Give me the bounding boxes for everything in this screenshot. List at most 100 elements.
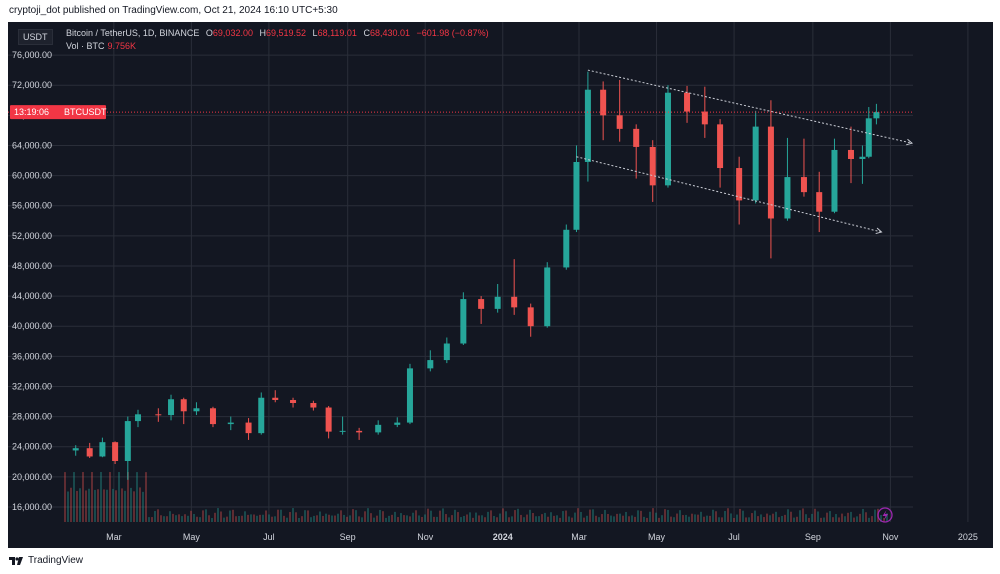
volume-bar [661,515,663,522]
volume-bar [868,517,870,522]
volume-bar [589,509,591,522]
volume-bar [649,511,651,522]
candle-body [873,112,880,119]
volume-bar [514,510,516,522]
volume-bars [64,472,888,522]
chart-panel[interactable]: 76,000.0072,000.0068,000.0064,000.0060,0… [8,22,993,548]
volume-bar [568,516,570,522]
candle-body [800,177,807,193]
volume-bar [175,515,177,522]
volume-bar [694,514,696,522]
volume-bar [196,516,198,522]
candle-body [664,92,671,186]
volume-bar [73,472,75,522]
volume-bar [829,511,831,522]
trend-arrow-head [875,227,883,235]
x-tick-label: Jul [263,532,275,542]
volume-bar [217,508,219,522]
y-tick-label: 32,000.00 [12,381,52,391]
x-tick-label: May [648,532,666,542]
volume-bar [850,511,852,522]
volume-bar [709,515,711,522]
volume-bar [598,517,600,522]
volume-bar [157,509,159,522]
x-tick-label: 2024 [493,532,513,542]
volume-bar [610,515,612,522]
trend-line [576,156,882,233]
volume-bar [754,510,756,522]
x-tick-label: Sep [340,532,356,542]
candle-body [600,89,607,116]
x-tick-label: Mar [106,532,122,542]
volume-bar [358,516,360,522]
volume-bar [265,510,267,522]
y-tick-label: 36,000.00 [12,351,52,361]
volume-bar [379,509,381,522]
volume-bar [721,517,723,522]
high-label: H [259,28,266,38]
volume-bar [571,517,573,522]
candle-body [478,299,485,309]
volume-bar [397,517,399,522]
volume-bar [502,508,504,522]
volume-bar [127,472,129,522]
volume-bar [511,516,513,522]
volume-bar [322,515,324,522]
volume-bar [355,510,357,522]
volume-bar [337,513,339,522]
volume-bar [163,516,165,522]
price-chart[interactable]: 76,000.0072,000.0068,000.0064,000.0060,0… [8,22,993,548]
candle-body [112,442,119,461]
volume-bar [142,491,144,522]
currency-button[interactable]: USDT [18,29,53,45]
volume-bar [832,517,834,522]
volume-bar [838,517,840,522]
volume-bar [634,516,636,522]
x-tick-label: May [183,532,201,542]
volume-bar [310,517,312,522]
close-label: C [363,28,370,38]
volume-bar [76,490,78,522]
volume-bar [238,515,240,522]
volume-bar [460,517,462,522]
volume-bar [169,511,171,522]
volume-bar [541,514,543,522]
candle-body [443,343,450,361]
candle-body [527,307,534,327]
candle-body [227,422,234,425]
volume-bar [103,489,105,522]
candle-body [717,124,724,169]
volume-bar [565,510,567,522]
volume-bar [388,515,390,522]
candle-body [245,422,252,434]
volume-bar [448,517,450,522]
volume-bar [583,517,585,522]
volume-bar [436,516,438,522]
volume-bar [70,487,72,522]
volume-bar [550,512,552,522]
volume-bar [94,489,96,522]
volume-bar [376,515,378,522]
volume-bar [595,515,597,522]
volume-bar [607,514,609,522]
volume-bar [304,510,306,522]
volume-bar [202,510,204,522]
lightning-icon[interactable] [877,507,893,523]
volume-bar [841,513,843,522]
candle-body [784,177,791,219]
volume-bar [676,513,678,522]
volume-bar [667,509,669,522]
volume-bar [445,514,447,522]
volume-bar [505,511,507,522]
volume-bar [553,515,555,522]
volume-bar [91,472,93,522]
volume-bar [529,509,531,522]
volume-bar [145,472,147,522]
y-tick-label: 72,000.00 [12,80,52,90]
tradingview-footer[interactable]: TradingView [9,555,83,566]
volume-bar [151,517,153,522]
candle-body [460,299,467,344]
y-tick-label: 28,000.00 [12,412,52,422]
candle-body [99,442,106,457]
volume-bar [400,513,402,522]
